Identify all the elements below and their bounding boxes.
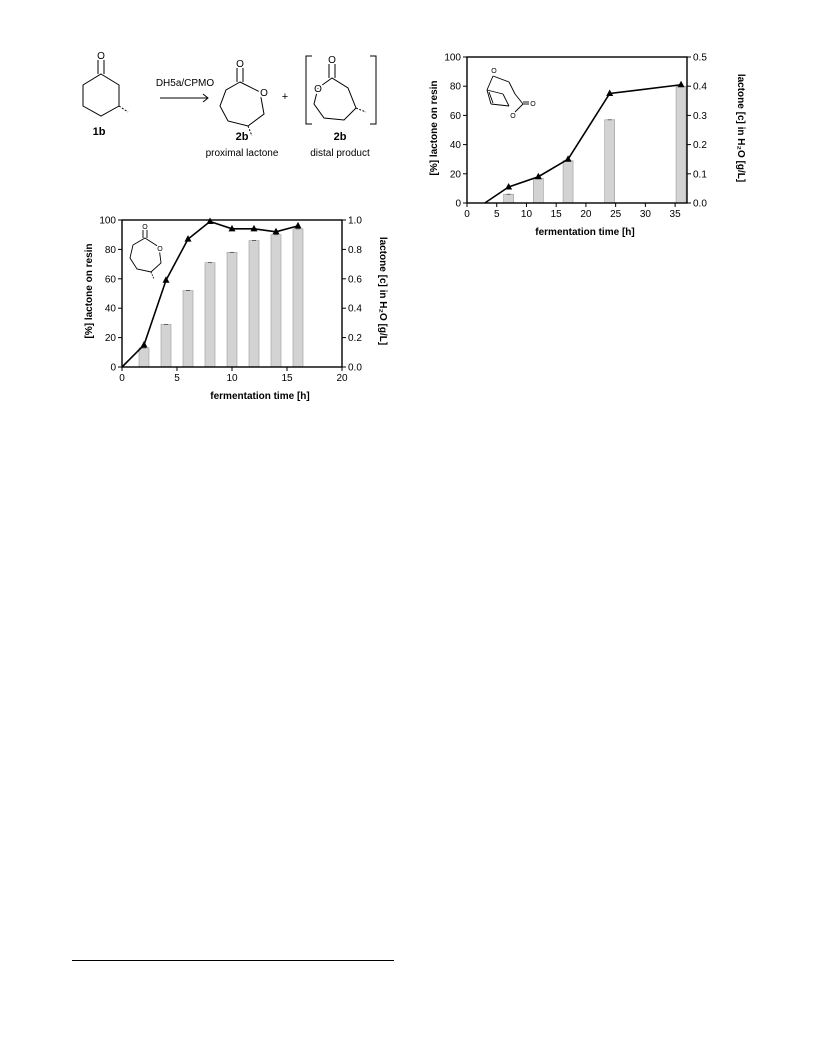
plot-frame <box>466 56 688 204</box>
x-tick-label: 35 <box>670 209 682 220</box>
bar <box>604 119 616 204</box>
triangle-marker <box>272 227 280 235</box>
triangle-marker <box>228 224 236 232</box>
product2-caption: distal product <box>310 148 370 159</box>
right-y-tick-label: 0.0 <box>693 199 707 210</box>
right-y-tick-label: 0.6 <box>348 274 362 285</box>
inset-atom-o: O <box>142 224 148 231</box>
triangle-marker <box>162 276 170 283</box>
inset-structure <box>486 75 529 113</box>
right-axis-label: lactone [c] in H₂O [g/L] <box>735 74 746 182</box>
bar <box>182 290 194 368</box>
right-y-tick-label: 0.2 <box>693 140 707 151</box>
inset-ring-atom-o: O <box>157 246 163 253</box>
x-axis-label: fermentation time [h] <box>210 391 309 402</box>
left-y-tick-label: 60 <box>450 111 462 122</box>
right-axis-label: lactone [c] in H₂O [g/L] <box>377 237 388 345</box>
inset-atom-o: O <box>510 113 516 120</box>
x-tick-label: 15 <box>281 373 293 384</box>
left-y-tick-label: 0 <box>455 199 461 210</box>
inset-atom-o: O <box>530 101 536 108</box>
plus-sign: + <box>282 91 288 103</box>
series-line <box>484 83 682 204</box>
x-tick-label: 10 <box>521 209 533 220</box>
ring-atom-o: O <box>314 84 322 95</box>
bar <box>675 85 687 204</box>
bar <box>160 324 172 368</box>
triangle-marker <box>677 80 685 88</box>
product-distal-structure <box>313 64 367 121</box>
left-y-tick-label: 20 <box>105 333 117 344</box>
right-y-tick-label: 0.1 <box>693 169 707 180</box>
bar <box>138 347 150 368</box>
atom-o: O <box>97 51 105 62</box>
chart-bicyclic-lactone: O O O 0 5 10 15 20 25 30 35 0 20 40 60 80 100 0.0 0.1 0.… <box>429 53 746 239</box>
x-tick-label: 15 <box>551 209 563 220</box>
x-tick-label: 0 <box>119 373 125 384</box>
reaction-arrow <box>160 93 209 103</box>
product2-label: 2b <box>334 131 347 143</box>
reactant-label: 1b <box>93 126 106 138</box>
triangle-marker <box>184 235 192 242</box>
x-tick-label: 30 <box>640 209 652 220</box>
brackets <box>305 55 377 125</box>
left-y-tick-label: 80 <box>105 245 117 256</box>
x-tick-label: 25 <box>610 209 622 220</box>
left-axis-label: [%] lactone on resin <box>429 80 440 175</box>
inset-structure <box>129 230 162 280</box>
left-y-tick-label: 0 <box>110 363 116 374</box>
ring-atom-o: O <box>260 88 268 99</box>
left-y-tick-label: 100 <box>99 216 116 227</box>
x-tick-label: 20 <box>580 209 592 220</box>
bar <box>270 234 282 368</box>
reagent-label: DH5a/CPMO <box>156 78 215 89</box>
bar <box>292 228 304 368</box>
atom-o: O <box>328 55 336 66</box>
right-y-tick-label: 0.4 <box>348 304 362 315</box>
left-y-tick-label: 60 <box>105 274 117 285</box>
reaction-scheme: O O O O O 1b DH5a/CPMO + 2b proximal lac… <box>82 51 377 159</box>
x-tick-label: 0 <box>464 209 470 220</box>
reactant-structure <box>82 60 129 117</box>
left-y-tick-label: 100 <box>444 53 461 64</box>
footnote-rule <box>72 960 394 961</box>
bar <box>503 193 514 204</box>
product1-label: 2b <box>236 131 249 143</box>
right-y-tick-label: 0.4 <box>693 82 707 93</box>
product1-caption: proximal lactone <box>206 148 279 159</box>
triangle-marker <box>564 155 572 162</box>
inset-atom-o: O <box>491 68 497 75</box>
right-y-tick-label: 0.0 <box>348 363 362 374</box>
right-y-tick-label: 0.3 <box>693 111 707 122</box>
product-proximal-structure <box>219 68 265 137</box>
triangle-marker <box>294 221 302 229</box>
bar <box>248 240 260 368</box>
x-tick-label: 5 <box>494 209 500 220</box>
x-tick-label: 5 <box>174 373 180 384</box>
bar <box>533 177 544 204</box>
triangle-marker <box>206 217 214 224</box>
chart-lactone-2b: O O 0 5 10 15 20 0 20 40 60 80 100 0.0 0.2 0.4 0.6 0.8 1… <box>84 216 388 403</box>
left-y-tick-label: 80 <box>450 82 462 93</box>
left-y-tick-label: 20 <box>450 169 462 180</box>
x-tick-label: 10 <box>226 373 238 384</box>
triangle-marker <box>140 340 148 348</box>
right-y-tick-label: 0.5 <box>693 53 707 64</box>
triangle-marker <box>534 172 542 180</box>
left-y-tick-label: 40 <box>105 304 117 315</box>
triangle-marker <box>606 89 614 96</box>
left-axis-label: [%] lactone on resin <box>84 243 95 338</box>
bar <box>204 262 216 368</box>
right-y-tick-label: 1.0 <box>348 216 362 227</box>
left-y-tick-label: 40 <box>450 140 462 151</box>
right-y-tick-label: 0.8 <box>348 245 362 256</box>
bar <box>562 160 574 204</box>
bar <box>226 252 238 368</box>
triangle-marker <box>505 182 513 190</box>
x-axis-label: fermentation time [h] <box>535 227 634 238</box>
triangle-marker <box>250 224 258 232</box>
x-tick-label: 20 <box>336 373 348 384</box>
right-y-tick-label: 0.2 <box>348 333 362 344</box>
atom-o: O <box>236 59 244 70</box>
